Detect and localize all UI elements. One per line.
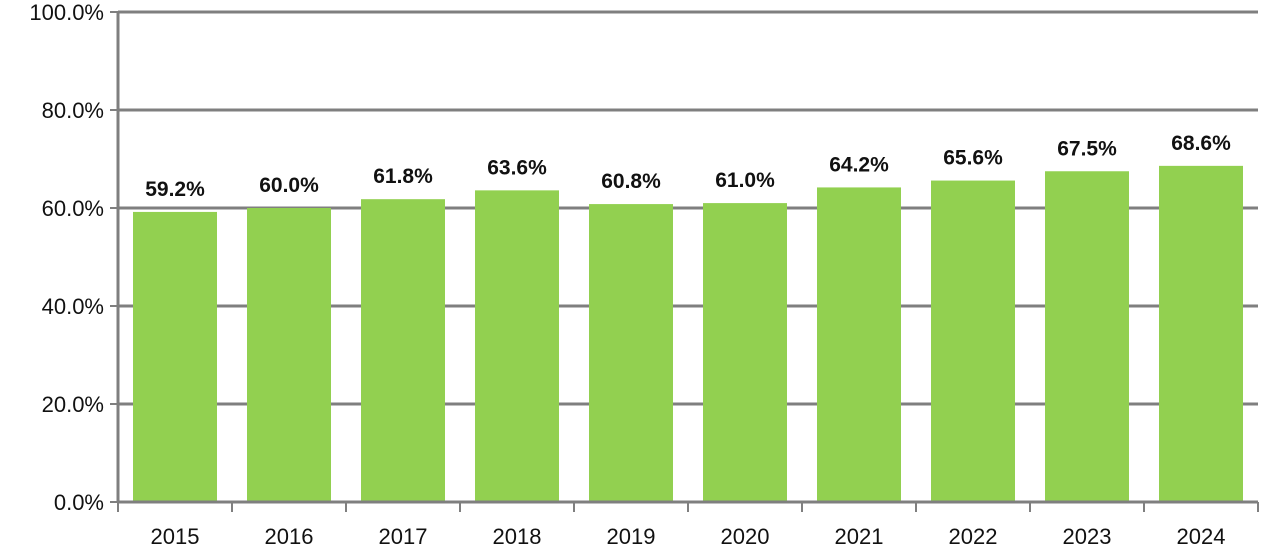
x-tick-label: 2016 (265, 524, 314, 549)
data-label: 61.0% (715, 169, 775, 192)
bar-2021 (817, 187, 901, 503)
y-tick-label: 0.0% (54, 490, 104, 515)
bar-2020 (703, 203, 787, 502)
x-tick-label: 2015 (151, 524, 200, 549)
data-label: 63.6% (487, 156, 547, 179)
y-tick-label: 60.0% (42, 196, 104, 221)
bar-2018 (475, 190, 559, 503)
data-labels: 59.2% 60.0% 61.8% 63.6% 60.8% 61.0% 64.2% 65.6%… (145, 132, 1231, 201)
y-tick-label: 80.0% (42, 98, 104, 123)
bar-2023 (1045, 171, 1129, 502)
x-tick-label: 2017 (379, 524, 428, 549)
x-tick-label: 2018 (493, 524, 542, 549)
x-tick-label: 2019 (607, 524, 656, 549)
x-tick-label: 2023 (1063, 524, 1112, 549)
bar-2017 (361, 199, 445, 502)
x-tick-label: 2020 (721, 524, 770, 549)
data-label: 60.0% (259, 174, 319, 197)
x-tick-label: 2024 (1177, 524, 1226, 549)
y-tick-label: 100.0% (29, 0, 104, 25)
axes: 0.0% 20.0% 40.0% 60.0% 80.0% 100.0% 2015 2016 20… (29, 0, 1259, 549)
y-tick-label: 40.0% (42, 294, 104, 319)
data-label: 60.8% (601, 170, 661, 193)
bars (133, 165, 1243, 503)
bar-2022 (931, 180, 1015, 502)
x-tick-label: 2022 (949, 524, 998, 549)
data-label: 68.6% (1171, 132, 1231, 155)
x-tick-label: 2021 (835, 524, 884, 549)
data-label: 59.2% (145, 178, 205, 201)
data-label: 64.2% (829, 153, 889, 176)
bar-2015 (133, 211, 217, 503)
bar-2016 (247, 208, 331, 502)
bar-2024 (1159, 165, 1243, 503)
data-label: 67.5% (1057, 137, 1117, 160)
bar-2019 (589, 204, 673, 502)
y-tick-label: 20.0% (42, 392, 104, 417)
data-label: 65.6% (943, 147, 1003, 170)
data-label: 61.8% (373, 165, 433, 188)
